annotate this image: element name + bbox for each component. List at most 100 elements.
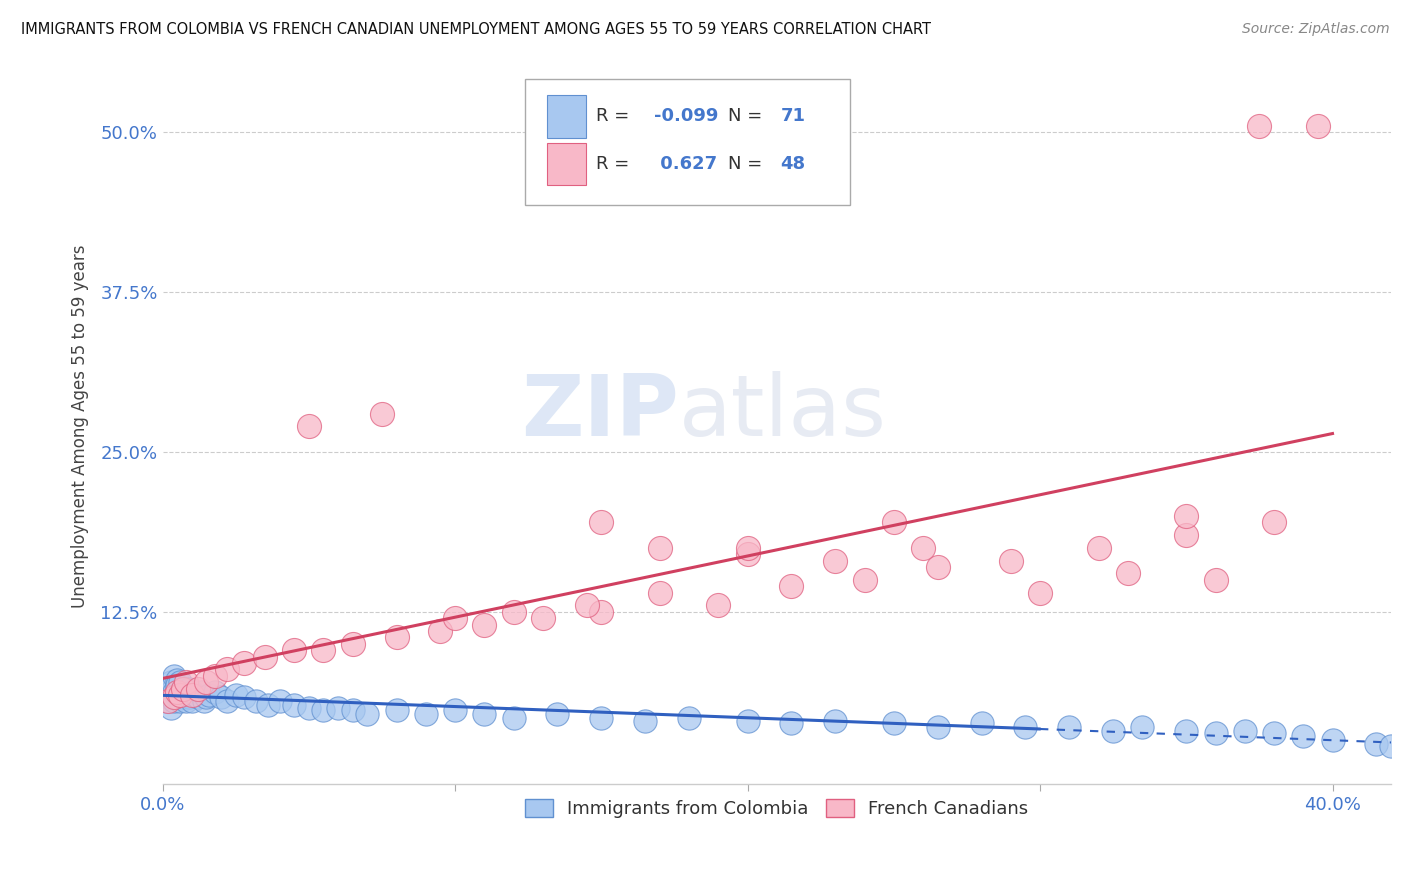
Point bbox=[312, 643, 335, 657]
Point bbox=[415, 707, 437, 722]
Point bbox=[253, 649, 276, 664]
Point bbox=[166, 690, 188, 705]
Text: IMMIGRANTS FROM COLOMBIA VS FRENCH CANADIAN UNEMPLOYMENT AMONG AGES 55 TO 59 YEA: IMMIGRANTS FROM COLOMBIA VS FRENCH CANAD… bbox=[21, 22, 931, 37]
Point bbox=[166, 685, 188, 699]
Point bbox=[163, 669, 186, 683]
Point bbox=[444, 611, 467, 625]
Point bbox=[356, 707, 378, 722]
Point bbox=[166, 681, 188, 696]
Text: ZIP: ZIP bbox=[520, 371, 679, 454]
Point bbox=[180, 685, 202, 699]
Point bbox=[591, 605, 613, 619]
Point bbox=[472, 617, 495, 632]
Point bbox=[166, 678, 188, 692]
Point bbox=[160, 685, 183, 699]
Point bbox=[169, 675, 191, 690]
Point bbox=[648, 541, 671, 555]
Point bbox=[160, 700, 183, 714]
Point bbox=[853, 573, 876, 587]
Point bbox=[215, 694, 238, 708]
Point bbox=[269, 694, 291, 708]
Point bbox=[184, 688, 207, 702]
Point bbox=[1322, 732, 1344, 747]
Point bbox=[204, 669, 226, 683]
Point bbox=[648, 585, 671, 599]
Point bbox=[312, 703, 335, 717]
Point bbox=[1175, 508, 1198, 523]
FancyBboxPatch shape bbox=[524, 79, 851, 204]
Point bbox=[163, 685, 186, 699]
Point bbox=[174, 688, 197, 702]
Point bbox=[1175, 528, 1198, 542]
Point bbox=[1175, 723, 1198, 738]
Point bbox=[257, 698, 280, 713]
Point bbox=[591, 711, 613, 725]
Point bbox=[780, 579, 803, 593]
Point bbox=[737, 714, 759, 728]
FancyBboxPatch shape bbox=[547, 95, 586, 137]
Point bbox=[780, 716, 803, 731]
Point bbox=[195, 675, 218, 690]
Point bbox=[209, 690, 232, 705]
Point bbox=[160, 675, 183, 690]
Text: -0.099: -0.099 bbox=[654, 107, 718, 126]
Point bbox=[824, 714, 846, 728]
Point bbox=[283, 643, 305, 657]
Point bbox=[187, 681, 209, 696]
Point bbox=[1102, 723, 1125, 738]
Point bbox=[172, 690, 194, 705]
Point bbox=[502, 605, 524, 619]
Point bbox=[169, 694, 191, 708]
Text: atlas: atlas bbox=[679, 371, 887, 454]
Point bbox=[385, 703, 408, 717]
Point bbox=[1087, 541, 1109, 555]
Point bbox=[737, 547, 759, 561]
Point bbox=[157, 694, 180, 708]
Point bbox=[737, 541, 759, 555]
Point bbox=[1205, 573, 1227, 587]
Point bbox=[472, 707, 495, 722]
Text: R =: R = bbox=[596, 107, 636, 126]
FancyBboxPatch shape bbox=[547, 143, 586, 185]
Point bbox=[1292, 729, 1315, 743]
Point bbox=[531, 611, 554, 625]
Point bbox=[245, 694, 267, 708]
Point bbox=[1000, 554, 1022, 568]
Point bbox=[298, 419, 321, 434]
Point bbox=[298, 700, 321, 714]
Point bbox=[634, 714, 657, 728]
Point bbox=[546, 707, 568, 722]
Point bbox=[342, 637, 364, 651]
Text: N =: N = bbox=[728, 107, 768, 126]
Point bbox=[283, 698, 305, 713]
Text: N =: N = bbox=[728, 154, 768, 173]
Point bbox=[575, 599, 598, 613]
Legend: Immigrants from Colombia, French Canadians: Immigrants from Colombia, French Canadia… bbox=[519, 792, 1035, 825]
Point bbox=[187, 690, 209, 705]
Point bbox=[707, 599, 730, 613]
Point bbox=[1132, 720, 1154, 734]
Point bbox=[233, 690, 256, 705]
Point bbox=[172, 681, 194, 696]
Point bbox=[190, 685, 212, 699]
Point bbox=[1205, 726, 1227, 740]
Point bbox=[591, 516, 613, 530]
Point bbox=[970, 716, 993, 731]
Point bbox=[1059, 720, 1081, 734]
Point bbox=[225, 688, 247, 702]
Text: R =: R = bbox=[596, 154, 636, 173]
Point bbox=[371, 407, 394, 421]
Point bbox=[157, 690, 180, 705]
Point bbox=[157, 681, 180, 696]
Point bbox=[502, 711, 524, 725]
Point bbox=[1263, 726, 1285, 740]
Point bbox=[215, 662, 238, 676]
Point bbox=[204, 685, 226, 699]
Text: 0.627: 0.627 bbox=[654, 154, 717, 173]
Point bbox=[824, 554, 846, 568]
Point bbox=[927, 560, 949, 574]
Point bbox=[444, 703, 467, 717]
Point bbox=[169, 688, 191, 702]
Point bbox=[198, 688, 221, 702]
Point bbox=[174, 694, 197, 708]
